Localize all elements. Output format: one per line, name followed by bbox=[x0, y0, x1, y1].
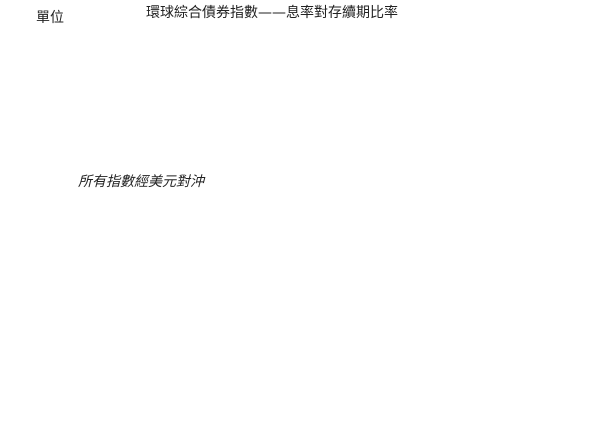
y-unit-label: 單位 bbox=[36, 10, 64, 26]
chart-note: 所有指數經美元對沖 bbox=[78, 174, 206, 190]
chart-title: 環球綜合債券指數——息率對存續期比率 bbox=[146, 4, 398, 21]
